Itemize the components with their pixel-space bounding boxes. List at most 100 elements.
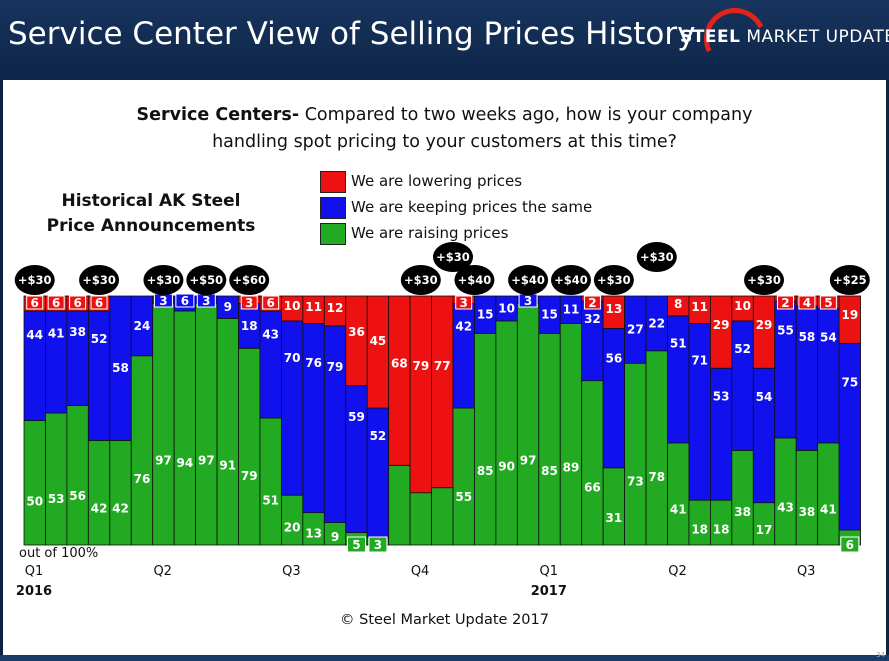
data-label-lowering: 3 xyxy=(460,296,468,310)
data-label-raising: 50 xyxy=(26,494,43,508)
price-announcement-label: +$40 xyxy=(458,273,492,287)
data-label-same: 75 xyxy=(841,376,858,390)
data-label-box-lowering xyxy=(240,295,258,310)
price-announcement-bubble xyxy=(400,265,441,295)
ak-title-line-2: Price Announcements xyxy=(46,216,256,236)
bar-same xyxy=(795,305,819,451)
data-label-raising: 38 xyxy=(799,505,816,519)
bar-raising xyxy=(474,332,497,546)
bar-same xyxy=(302,322,325,514)
bar-raising xyxy=(538,332,561,546)
bar-same xyxy=(323,325,347,523)
data-label-raising: 66 xyxy=(584,480,601,494)
data-label-raising: 42 xyxy=(91,501,108,515)
bar-raising xyxy=(817,442,840,546)
data-label-raising: 41 xyxy=(670,502,687,516)
data-label-same: 15 xyxy=(477,308,494,322)
bar-raising xyxy=(23,420,46,546)
data-label-lowering: 19 xyxy=(841,308,858,322)
bar-same xyxy=(710,367,733,501)
data-label-raising: 85 xyxy=(541,464,558,478)
data-label-same: 27 xyxy=(627,323,644,337)
data-label-lowering: 68 xyxy=(391,357,408,371)
data-label-same: 9 xyxy=(224,300,232,314)
data-label-lowering: 6 xyxy=(266,296,274,310)
page-title: Service Center View of Selling Prices Hi… xyxy=(8,16,696,52)
data-label-raising: 73 xyxy=(627,474,644,488)
data-label-lowering: 36 xyxy=(348,325,365,339)
legend-label-same: We are keeping prices the same xyxy=(351,198,593,216)
bar-raising xyxy=(581,380,604,546)
data-label-same: 10 xyxy=(498,301,515,315)
data-label-box-lowering xyxy=(262,295,280,310)
logo-rest-text: MARKET UPDATE xyxy=(746,27,889,47)
price-announcement-bubble xyxy=(433,242,473,272)
bar-raising xyxy=(495,320,518,546)
data-label-same: 42 xyxy=(455,319,472,333)
data-label-raising: 56 xyxy=(69,489,86,503)
data-label-lowering: 10 xyxy=(284,299,301,313)
data-label-lowering: 11 xyxy=(305,300,322,314)
data-label-same: 32 xyxy=(584,312,601,326)
survey-question: Service Centers- Compared to two weeks a… xyxy=(0,102,889,156)
data-label-same: 3 xyxy=(202,294,210,308)
price-announcement-bubble xyxy=(508,265,549,295)
bar-raising xyxy=(87,440,111,546)
data-label-same: 58 xyxy=(799,330,816,344)
legend-swatch-raising xyxy=(320,223,346,245)
data-label-raising: 91 xyxy=(219,459,236,473)
data-label-same: 52 xyxy=(370,429,387,443)
data-label-raising: 6 xyxy=(846,538,854,552)
price-announcement-label: +$30 xyxy=(640,250,674,264)
bar-raising xyxy=(109,440,132,546)
price-announcement-label: +$30 xyxy=(436,250,470,264)
data-label-box-lowering xyxy=(47,295,65,310)
bar-same xyxy=(602,327,626,469)
data-label-same: 53 xyxy=(713,390,730,404)
data-label-lowering: 8 xyxy=(674,297,682,311)
bar-lowering xyxy=(710,295,733,369)
x-axis-year-label: 2017 xyxy=(531,584,567,599)
bar-raising xyxy=(795,449,819,546)
data-label-lowering: 6 xyxy=(95,296,103,310)
data-label-lowering: 2 xyxy=(781,296,789,310)
data-label-same: 54 xyxy=(756,390,773,404)
data-label-same: 22 xyxy=(648,316,665,330)
data-label-same: 6 xyxy=(181,294,189,308)
bar-raising xyxy=(259,417,282,546)
data-label-lowering: 6 xyxy=(73,296,81,310)
bar-raising xyxy=(645,350,668,546)
bar-raising xyxy=(152,303,175,546)
ak-steel-announcements-title: Historical AK Steel Price Announcements xyxy=(36,189,266,239)
data-label-same: 51 xyxy=(670,336,687,350)
price-announcement-bubble xyxy=(143,265,184,295)
question-line-1: Service Centers- Compared to two weeks a… xyxy=(0,102,889,129)
bar-raising xyxy=(409,492,432,546)
data-label-same: 56 xyxy=(606,351,623,365)
bar-same xyxy=(817,308,840,444)
data-label-box-lowering xyxy=(819,295,837,310)
header-bar: Service Center View of Selling Prices Hi… xyxy=(0,0,889,80)
data-label-raising: 18 xyxy=(713,522,730,536)
data-label-box-raising xyxy=(346,536,366,553)
x-axis-quarter-label: Q3 xyxy=(282,564,301,579)
price-announcement-label: +$40 xyxy=(554,273,588,287)
data-label-same: 3 xyxy=(159,294,167,308)
data-label-raising: 13 xyxy=(305,527,322,541)
bottom-bar xyxy=(0,655,889,661)
data-label-lowering: 11 xyxy=(691,300,708,314)
bar-raising xyxy=(195,303,218,546)
bar-raising xyxy=(559,322,583,546)
bar-same xyxy=(752,367,776,504)
data-label-lowering: 29 xyxy=(756,318,773,332)
data-label-raising: 38 xyxy=(734,505,751,519)
price-announcement-bubble xyxy=(14,265,55,295)
data-label-raising: 53 xyxy=(48,492,65,506)
data-label-raising: 85 xyxy=(477,464,494,478)
bar-same xyxy=(838,342,861,531)
bar-raising xyxy=(216,318,239,546)
price-announcement-label: +$30 xyxy=(597,273,631,287)
x-axis-quarter-label: Q1 xyxy=(25,564,44,579)
question-prefix: Service Centers- xyxy=(136,105,300,125)
data-label-lowering: 4 xyxy=(803,296,811,310)
